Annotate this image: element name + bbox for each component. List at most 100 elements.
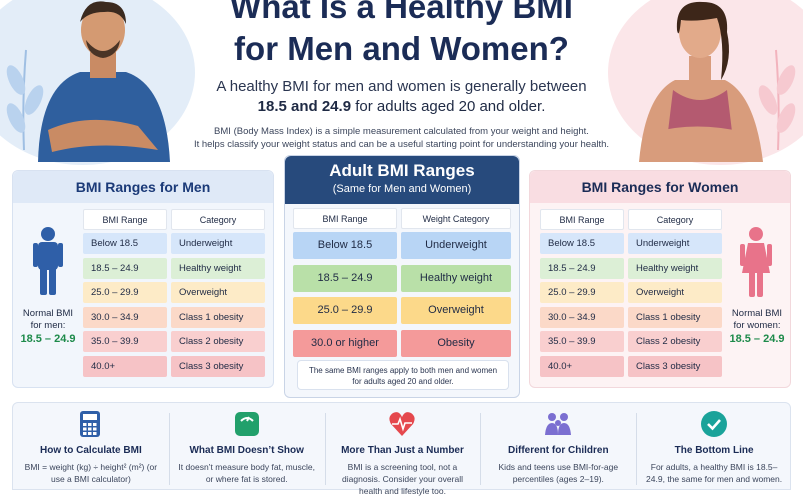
info-divider (480, 413, 482, 485)
info-divider (324, 413, 326, 485)
man-photo (38, 1, 170, 162)
row-range: 25.0 – 29.9 (293, 297, 397, 324)
row-category: Overweight (401, 297, 511, 324)
row-range: 25.0 – 29.9 (540, 282, 624, 303)
calculator-icon (79, 411, 100, 437)
adult-note-line2: for adults aged 20 and older. (352, 377, 454, 386)
women-card-heading: BMI Ranges for Women (530, 171, 790, 203)
lead-text-line1: A healthy BMI for men and women is gener… (216, 78, 587, 95)
table-row: Below 18.5 Underweight (293, 232, 513, 259)
info-strip: How to Calculate BMI BMI = weight (kg) ÷ … (12, 402, 792, 496)
info-card-title: How to Calculate BMI (40, 445, 142, 456)
info-card-text: BMI = weight (kg) ÷ height² (m²) (or use… (24, 462, 158, 484)
table-row: 30.0 – 34.9 Class 1 obesity (540, 306, 725, 328)
header-category: Category (171, 209, 265, 230)
men-normal-value: 18.5 – 24.9 (20, 333, 76, 345)
info-card-text: BMI is a screening tool, not a diagnosis… (342, 462, 463, 496)
lead-range: 18.5 and 24.9 (257, 98, 352, 115)
info-card-text: It doesn’t measure body fat, muscle, or … (178, 462, 315, 484)
header-range: BMI Range (83, 209, 167, 230)
table-row: 18.5 – 24.9 Healthy weight (293, 264, 513, 292)
info-card: What BMI Doesn’t Show It doesn’t measure … (169, 403, 325, 491)
info-card-title: More Than Just a Number (341, 445, 464, 456)
adult-note: The same BMI ranges apply to both men an… (297, 360, 509, 390)
info-card-title: The Bottom Line (674, 445, 754, 456)
row-category: Class 1 obesity (171, 306, 265, 328)
header-category: Weight Category (401, 208, 511, 229)
table-row: 40.0+ Class 3 obesity (83, 355, 268, 377)
adult-card-heading: Adult BMI Ranges (329, 161, 475, 180)
row-category: Class 3 obesity (171, 355, 265, 377)
check-circle-icon (701, 411, 728, 437)
woman-photo (639, 1, 763, 162)
table-row: Below 18.5 Underweight (83, 233, 268, 254)
header-category: Category (628, 209, 722, 230)
table-row: Below 18.5 Underweight (540, 233, 725, 254)
info-divider (168, 413, 170, 485)
leaf-decoration-right (758, 49, 796, 150)
info-card: Different for Children Kids and teens use… (480, 403, 636, 491)
table-row: 25.0 – 29.9 Overweight (540, 282, 725, 303)
row-range: 30.0 or higher (293, 329, 397, 357)
row-range: 18.5 – 24.9 (540, 257, 624, 279)
header-range: BMI Range (540, 209, 624, 230)
adult-note-line1: The same BMI ranges apply to both men an… (308, 366, 498, 375)
row-category: Healthy weight (171, 257, 265, 279)
info-card-title: Different for Children (508, 445, 609, 456)
men-normal-label-2: for men: (30, 320, 66, 331)
female-figure-icon (740, 227, 772, 297)
table-row: 35.0 – 39.9 Class 2 obesity (83, 331, 268, 352)
info-divider (636, 413, 638, 485)
women-normal-label-2: for women: (733, 320, 781, 331)
men-bmi-card: BMI Ranges for Men Normal BMI for men: 1… (12, 170, 274, 388)
page-title-line2: for Men and Women? (234, 30, 569, 67)
table-row: 18.5 – 24.9 Healthy weight (540, 257, 725, 279)
row-category: Healthy weight (401, 264, 511, 292)
hero-section: What Is a Healthy BMI for Men and Women?… (0, 0, 803, 165)
table-row: 30.0 or higher Obesity (293, 329, 513, 357)
table-row: 40.0+ Class 3 obesity (540, 355, 725, 377)
family-icon (545, 413, 572, 435)
table-row: 30.0 – 34.9 Class 1 obesity (83, 306, 268, 328)
men-normal-label-1: Normal BMI (22, 308, 74, 319)
women-normal-label-1: Normal BMI (731, 308, 783, 319)
row-range: 40.0+ (540, 355, 624, 377)
info-card: The Bottom Line For adults, a healthy BMI… (636, 403, 792, 491)
row-category: Healthy weight (628, 257, 722, 279)
row-category: Obesity (401, 329, 511, 357)
page-title-line1: What Is a Healthy BMI (230, 0, 573, 25)
row-range: 30.0 – 34.9 (83, 306, 167, 328)
row-range: Below 18.5 (83, 233, 167, 254)
description-line1: BMI (Body Mass Index) is a simple measur… (214, 126, 589, 137)
row-category: Class 2 obesity (628, 331, 722, 352)
women-normal-value: 18.5 – 24.9 (729, 333, 785, 345)
adult-card-header: Adult BMI Ranges (Same for Men and Women… (285, 156, 519, 204)
table-header-row: BMI Range Category (83, 209, 268, 230)
adult-card-subheading: (Same for Men and Women) (332, 183, 472, 195)
info-card-text: Kids and teens use BMI-for-age percentil… (498, 462, 619, 484)
row-range: 35.0 – 39.9 (83, 331, 167, 352)
adult-bmi-card: Adult BMI Ranges (Same for Men and Women… (284, 155, 520, 398)
row-range: 35.0 – 39.9 (540, 331, 624, 352)
row-category: Class 2 obesity (171, 331, 265, 352)
leaf-decoration-left (6, 49, 44, 150)
row-range: 18.5 – 24.9 (83, 257, 167, 279)
info-card-text: For adults, a healthy BMI is 18.5–24.9, … (646, 462, 783, 484)
table-header-row: BMI Range Category (540, 209, 725, 230)
men-card-heading: BMI Ranges for Men (13, 171, 273, 203)
lead-text-line2: 18.5 and 24.9 for adults aged 20 and old… (190, 98, 613, 115)
table-row: 25.0 – 29.9 Overweight (293, 297, 513, 324)
row-category: Overweight (171, 282, 265, 303)
male-figure-icon (33, 227, 63, 295)
row-category: Underweight (171, 233, 265, 254)
table-row: 18.5 – 24.9 Healthy weight (83, 257, 268, 279)
row-range: 25.0 – 29.9 (83, 282, 167, 303)
lead-text-rest: for adults aged 20 and older. (351, 98, 546, 115)
row-category: Underweight (401, 232, 511, 259)
row-range: Below 18.5 (540, 233, 624, 254)
row-category: Class 3 obesity (628, 355, 722, 377)
table-header-row: BMI Range Weight Category (293, 208, 513, 229)
info-card: More Than Just a Number BMI is a screenin… (325, 403, 481, 496)
header-range: BMI Range (293, 208, 397, 229)
info-card: How to Calculate BMI BMI = weight (kg) ÷ … (13, 403, 169, 491)
